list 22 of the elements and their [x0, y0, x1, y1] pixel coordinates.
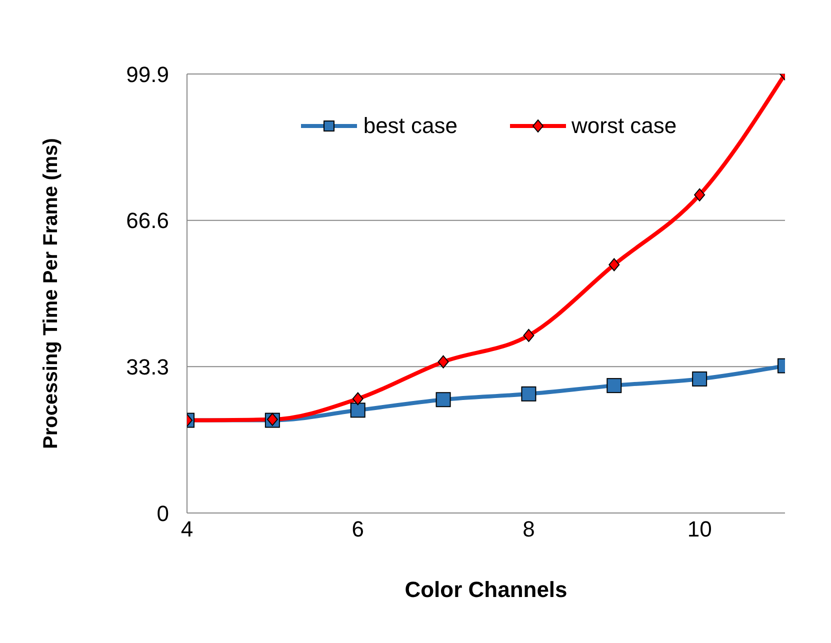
- point: [436, 392, 451, 408]
- x-tick-label: 6: [352, 516, 364, 542]
- legend-label: worst case: [572, 113, 677, 139]
- point: [692, 371, 708, 386]
- legend-label: best case: [363, 113, 458, 139]
- x-tick-label: 10: [687, 516, 712, 542]
- y-tick-label: 33.3: [126, 354, 169, 380]
- y-axis-title: Processing Time Per Frame (ms): [40, 138, 62, 449]
- point: [606, 378, 622, 394]
- y-tick-label: 99.9: [126, 62, 169, 87]
- point: [350, 402, 366, 418]
- y-tick-label: 66.6: [126, 208, 169, 234]
- x-tick-label: 8: [522, 516, 535, 542]
- point: [352, 392, 364, 406]
- point: [608, 258, 620, 272]
- x-axis-title: Color Channels: [404, 577, 568, 602]
- point: [438, 355, 449, 368]
- point: [523, 328, 534, 342]
- point: [521, 386, 536, 402]
- point: [694, 188, 706, 202]
- y-tick-label: 0: [156, 500, 169, 526]
- x-tick-label: 4: [180, 516, 194, 542]
